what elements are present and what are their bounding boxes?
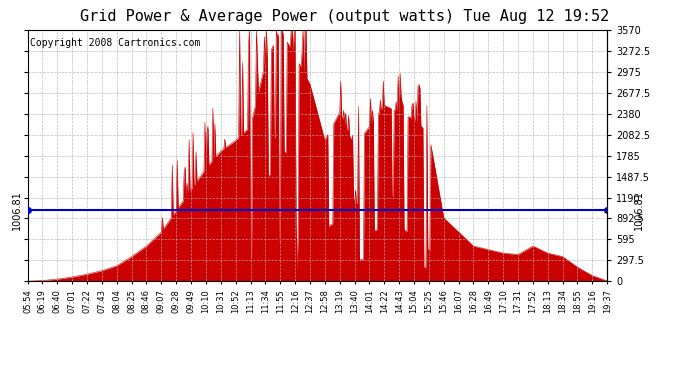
Text: Copyright 2008 Cartronics.com: Copyright 2008 Cartronics.com [30,38,201,48]
Text: 1006.81: 1006.81 [634,190,644,230]
Text: 1006.81: 1006.81 [12,190,22,230]
Text: Grid Power & Average Power (output watts) Tue Aug 12 19:52: Grid Power & Average Power (output watts… [80,9,610,24]
